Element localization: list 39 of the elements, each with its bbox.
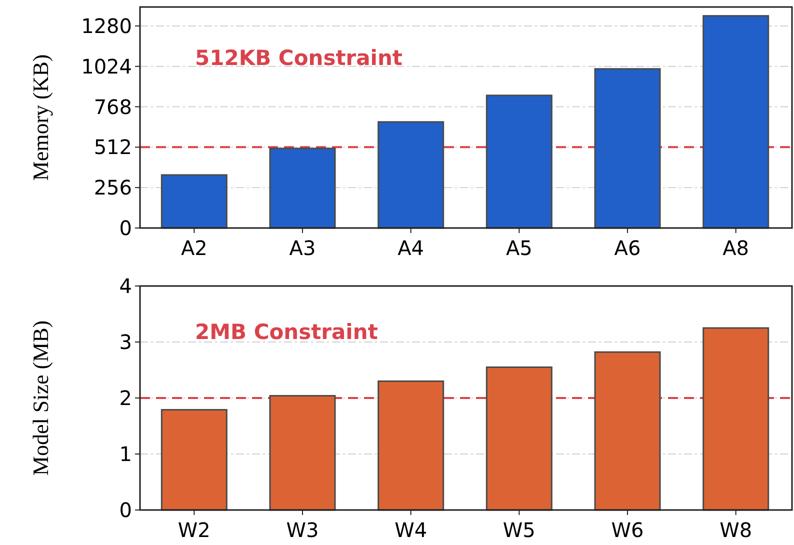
- bar: [378, 380, 444, 511]
- x-tick-label: W5: [502, 518, 536, 542]
- y-tick-label: 512: [94, 135, 132, 160]
- y-tick-label: 768: [94, 94, 132, 119]
- ref-line-label: 2MB Constraint: [195, 320, 378, 344]
- bar: [702, 327, 770, 511]
- y-tick-label: 1: [119, 442, 132, 466]
- bar: [378, 121, 444, 229]
- bar: [486, 366, 552, 511]
- x-tick-label: W2: [178, 518, 210, 542]
- x-tick-label: W4: [394, 518, 428, 542]
- x-tick-label: A3: [289, 236, 316, 260]
- y-axis-title: Memory (KB): [28, 54, 53, 181]
- x-tick-label: W8: [720, 518, 752, 542]
- y-tick-label: 256: [94, 176, 132, 200]
- x-tick-label: A8: [722, 236, 750, 260]
- x-tick-label: A5: [506, 236, 532, 260]
- bar: [594, 68, 661, 229]
- bar: [160, 174, 228, 229]
- bar: [486, 94, 552, 229]
- bar: [269, 148, 336, 229]
- y-tick-label: 1280: [81, 14, 132, 38]
- y-tick-label: 0: [119, 216, 132, 240]
- bar: [269, 395, 336, 511]
- x-tick-label: A2: [180, 236, 208, 260]
- y-tick-label: 0: [119, 498, 132, 522]
- x-tick-label: A6: [614, 236, 641, 260]
- y-tick-label: 2: [119, 386, 132, 410]
- bar: [702, 15, 770, 229]
- ref-line-label: 512KB Constraint: [195, 46, 402, 70]
- y-axis-title: Model Size (MB): [28, 320, 53, 476]
- y-tick-label: 4: [119, 274, 132, 298]
- x-tick-label: A4: [398, 236, 424, 260]
- bar: [594, 351, 661, 511]
- y-tick-label: 3: [119, 330, 132, 354]
- x-tick-label: W6: [611, 518, 644, 542]
- bar: [160, 409, 228, 511]
- y-tick-label: 1024: [81, 54, 132, 78]
- x-tick-label: W3: [286, 518, 319, 542]
